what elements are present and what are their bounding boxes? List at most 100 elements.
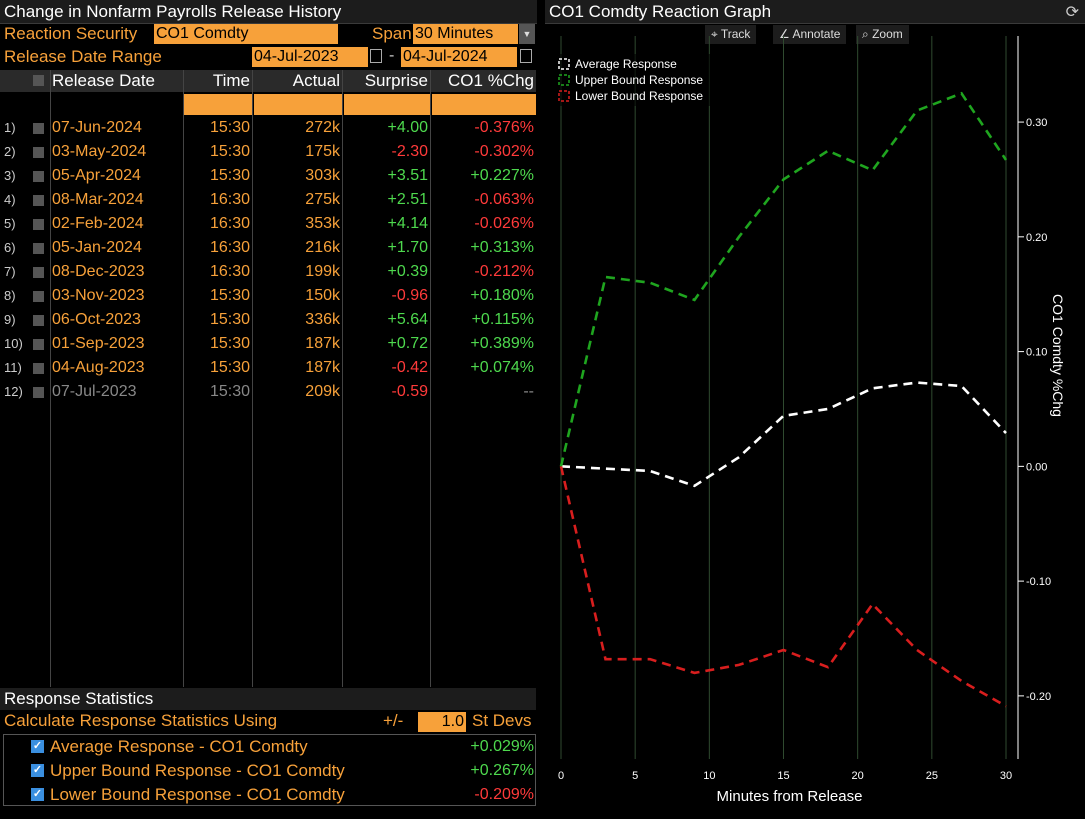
table-row[interactable]: 10) 01-Sep-2023 15:30 187k +0.72 +0.389% [0, 332, 536, 356]
actual-value: 199k [305, 263, 340, 280]
release-time: 15:30 [209, 383, 250, 400]
pencil-icon: ∠ [779, 27, 793, 41]
co1-chg-value: +0.180% [470, 287, 534, 304]
actual-value: 303k [305, 167, 340, 184]
release-date: 02-Feb-2024 [52, 215, 144, 232]
release-time: 15:30 [209, 167, 250, 184]
stats-row[interactable]: ✓ Lower Bound Response - CO1 Comdty -0.209… [0, 783, 536, 807]
surprise-value: -0.42 [391, 359, 428, 376]
row-checkbox[interactable] [33, 363, 44, 374]
filter-time[interactable] [184, 94, 252, 115]
security-label: Reaction Security [4, 24, 138, 43]
row-checkbox[interactable] [33, 123, 44, 134]
stat-value: -0.209% [474, 786, 534, 803]
check-icon[interactable]: ✓ [31, 740, 44, 753]
span-select[interactable]: 30 Minutes [413, 24, 518, 44]
row-checkbox[interactable] [33, 219, 44, 230]
stats-row[interactable]: ✓ Upper Bound Response - CO1 Comdty +0.267… [0, 759, 536, 783]
table-row[interactable]: 11) 04-Aug-2023 15:30 187k -0.42 +0.074% [0, 356, 536, 380]
track-button[interactable]: ⌖ Track [705, 25, 757, 44]
calendar-end-icon[interactable] [520, 49, 532, 63]
release-time: 16:30 [209, 239, 250, 256]
y-tick-label: 0.30 [1026, 117, 1047, 129]
row-checkbox[interactable] [33, 243, 44, 254]
check-icon[interactable]: ✓ [31, 764, 44, 777]
range-end-input[interactable]: 04-Jul-2024 [401, 47, 517, 67]
security-input[interactable]: CO1 Comdty [154, 24, 338, 44]
series-line-upper-bound-response [559, 91, 1008, 467]
filter-surprise[interactable] [344, 94, 430, 115]
row-index: 9) [4, 312, 16, 327]
calc-label: Calculate Response Statistics Using [4, 711, 278, 730]
co1-chg-value: -0.063% [474, 191, 534, 208]
row-checkbox[interactable] [33, 195, 44, 206]
table-row[interactable]: 5) 02-Feb-2024 16:30 353k +4.14 -0.026% [0, 212, 536, 236]
select-all-checkbox[interactable] [33, 75, 44, 86]
table-row[interactable]: 8) 03-Nov-2023 15:30 150k -0.96 +0.180% [0, 284, 536, 308]
legend-label: Upper Bound Response [575, 73, 703, 87]
row-index: 6) [4, 240, 16, 255]
row-checkbox[interactable] [33, 315, 44, 326]
table-row[interactable]: 7) 08-Dec-2023 16:30 199k +0.39 -0.212% [0, 260, 536, 284]
stats-row[interactable]: ✓ Average Response - CO1 Comdty +0.029% [0, 735, 536, 759]
x-tick-label: 20 [852, 770, 864, 782]
row-index: 3) [4, 168, 16, 183]
table-row[interactable]: 12) 07-Jul-2023 15:30 209k -0.59 -- [0, 380, 536, 404]
surprise-value: +2.51 [387, 191, 428, 208]
release-time: 15:30 [209, 335, 250, 352]
col-time[interactable]: Time [212, 71, 250, 90]
refresh-icon[interactable]: ⟳ [1065, 4, 1079, 21]
release-date: 06-Oct-2023 [52, 311, 141, 328]
range-separator: - [389, 47, 395, 64]
table-row[interactable]: 1) 07-Jun-2024 15:30 272k +4.00 -0.376% [0, 116, 536, 140]
surprise-value: +4.14 [387, 215, 428, 232]
table-row[interactable]: 9) 06-Oct-2023 15:30 336k +5.64 +0.115% [0, 308, 536, 332]
stats-title: Response Statistics [0, 688, 536, 710]
surprise-value: +3.51 [387, 167, 428, 184]
col-release-date[interactable]: Release Date [52, 71, 156, 90]
actual-value: 150k [305, 287, 340, 304]
col-divider [342, 70, 343, 687]
zoom-button[interactable]: ⌕ Zoom [856, 25, 909, 44]
table-row[interactable]: 3) 05-Apr-2024 15:30 303k +3.51 +0.227% [0, 164, 536, 188]
release-date: 08-Dec-2023 [52, 263, 145, 280]
y-tick-label: -0.10 [1026, 576, 1051, 588]
row-checkbox[interactable] [33, 387, 44, 398]
col-divider [252, 70, 253, 687]
actual-value: 175k [305, 143, 340, 160]
span-label: Span [372, 24, 412, 43]
row-checkbox[interactable] [33, 147, 44, 158]
span-dropdown-icon[interactable]: ▼ [519, 24, 535, 44]
magnifier-icon: ⌕ [862, 27, 873, 41]
table-row[interactable]: 4) 08-Mar-2024 16:30 275k +2.51 -0.063% [0, 188, 536, 212]
filter-actual[interactable] [254, 94, 342, 115]
row-checkbox[interactable] [33, 267, 44, 278]
row-checkbox[interactable] [33, 171, 44, 182]
stat-value: +0.029% [470, 738, 534, 755]
annotate-button[interactable]: ∠ Annotate [773, 25, 847, 44]
check-icon[interactable]: ✓ [31, 788, 44, 801]
col-actual[interactable]: Actual [292, 71, 340, 90]
table-row[interactable]: 6) 05-Jan-2024 16:30 216k +1.70 +0.313% [0, 236, 536, 260]
filter-co1-chg[interactable] [432, 94, 536, 115]
calendar-start-icon[interactable] [370, 49, 382, 63]
stdev-input[interactable]: 1.0 [418, 712, 466, 732]
col-surprise[interactable]: Surprise [364, 71, 428, 90]
release-date: 07-Jun-2024 [52, 119, 142, 136]
release-date: 05-Jan-2024 [52, 239, 142, 256]
col-co1-chg[interactable]: CO1 %Chg [448, 71, 534, 90]
range-start-input[interactable]: 04-Jul-2023 [252, 47, 368, 67]
x-tick-label: 5 [632, 770, 638, 782]
actual-value: 336k [305, 311, 340, 328]
reaction-chart[interactable]: 0 5 10 15 20 25 30 0.30 0.20 0.10 0.00 -0.10 -0.20 Mi… [545, 24, 1085, 819]
stat-label: Upper Bound Response - CO1 Comdty [50, 761, 345, 780]
row-checkbox[interactable] [33, 339, 44, 350]
actual-value: 216k [305, 239, 340, 256]
row-checkbox[interactable] [33, 291, 44, 302]
release-history-panel: Change in Nonfarm Payrolls Release Histo… [0, 0, 537, 819]
co1-chg-value: +0.313% [470, 239, 534, 256]
release-time: 15:30 [209, 119, 250, 136]
table-row[interactable]: 2) 03-May-2024 15:30 175k -2.30 -0.302% [0, 140, 536, 164]
series-line-lower-bound-response [559, 466, 1007, 708]
co1-chg-value: -0.302% [474, 143, 534, 160]
